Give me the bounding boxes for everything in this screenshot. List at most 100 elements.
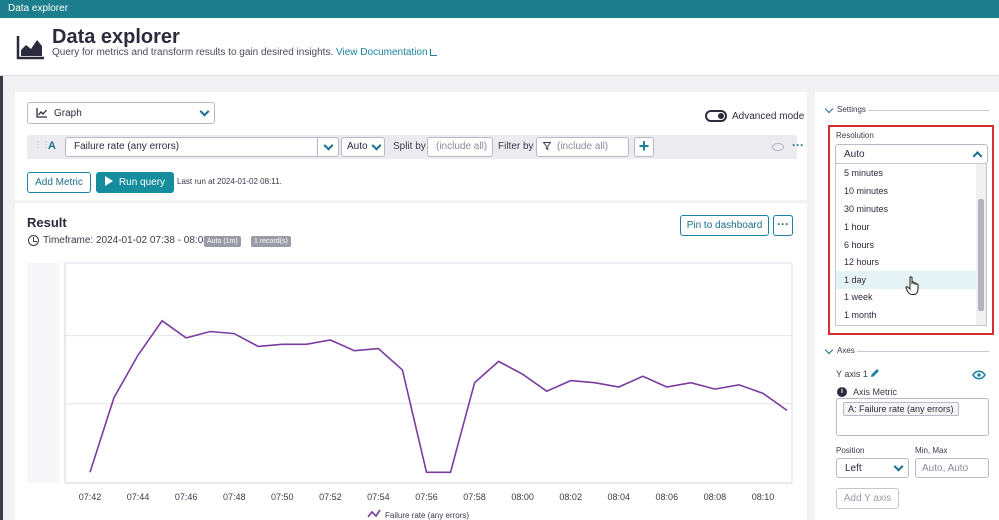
subtitle-text: Query for metrics and transform results … (52, 47, 334, 58)
x-tick-label: 07:42 (79, 492, 102, 502)
result-more-button[interactable]: ··· (773, 215, 793, 236)
scrollbar-thumb[interactable] (978, 199, 984, 311)
aggregation-select[interactable]: Auto (341, 137, 385, 157)
view-documentation-link[interactable]: View Documentation (336, 47, 438, 58)
pin-to-dashboard-label: Pin to dashboard (686, 220, 763, 231)
resolution-option[interactable]: 5 minutes (836, 164, 978, 182)
resolution-option-highlighted[interactable]: 1 day (836, 271, 978, 289)
records-badge: 1 record(s) (251, 236, 291, 247)
resolution-option[interactable]: 1 week (836, 288, 978, 306)
resolution-option[interactable]: 1 month (836, 306, 978, 324)
x-tick-label: 08:08 (704, 492, 727, 502)
play-icon (104, 176, 113, 186)
advanced-mode-toggle[interactable] (705, 110, 727, 122)
x-tick-label: 07:58 (463, 492, 486, 502)
line-chart-svg: 07:42 07:44 07:46 07:48 07:50 07:52 07:54 07:56… (27, 262, 793, 520)
add-filter-button[interactable]: + (634, 137, 654, 157)
run-query-label: Run query (118, 177, 166, 188)
legend-label: Failure rate (any errors) (385, 511, 469, 520)
filter-by-placeholder: (include all) (557, 141, 609, 152)
pin-to-dashboard-button[interactable]: Pin to dashboard (680, 215, 769, 236)
resolution-dropdown-list: 5 minutes 10 minutes 30 minutes 1 hour 6… (835, 163, 987, 326)
axes-divider (857, 351, 989, 352)
x-tick-label: 08:10 (752, 492, 775, 502)
filter-by-label: Filter by (498, 141, 534, 152)
split-by-input[interactable]: (include all) (427, 137, 493, 157)
query-panel: Graph Advanced mode ⋮⋮ A Failure rate (a… (15, 92, 807, 200)
x-tick-label: 07:46 (175, 492, 198, 502)
dropdown-scrollbar[interactable] (976, 164, 986, 325)
add-metric-button[interactable]: Add Metric (27, 172, 91, 193)
last-run-text: Last run at 2024-01-02 08:11. (177, 177, 282, 186)
resolution-option[interactable]: 12 hours (836, 253, 978, 271)
data-explorer-chart-icon (16, 36, 44, 60)
resolution-option[interactable]: 6 hours (836, 236, 978, 254)
resolution-label: Resolution (836, 131, 874, 140)
timeframe-text: Timeframe: 2024-01-02 07:38 - 08:08 (43, 235, 209, 246)
page-header: Data explorer Query for metrics and tran… (0, 18, 999, 76)
axis-metric-chip: A: Failure rate (any errors) (843, 402, 959, 416)
settings-panel: Settings Resolution Auto 5 minutes 10 mi… (815, 92, 999, 520)
drag-handle-icon[interactable]: ⋮⋮ (34, 140, 50, 149)
page-title: Data explorer (52, 26, 180, 48)
x-tick-label: 07:52 (319, 492, 342, 502)
clock-icon (28, 235, 39, 246)
chevron-down-icon[interactable] (824, 345, 834, 355)
resolution-option[interactable]: 30 minutes (836, 200, 978, 218)
position-label: Position (836, 446, 865, 455)
query-row: ⋮⋮ A Failure rate (any errors) Auto Spli… (27, 135, 804, 159)
resolution-value: Auto (844, 149, 865, 160)
pencil-icon[interactable] (870, 368, 880, 378)
eye-icon[interactable] (972, 370, 986, 380)
position-select[interactable]: Left (836, 458, 909, 478)
chevron-down-icon (893, 461, 904, 472)
eye-icon[interactable] (772, 143, 784, 151)
visualization-type-value: Graph (54, 108, 82, 119)
settings-divider (869, 110, 989, 111)
line-chart-icon (36, 108, 47, 118)
line-chart: 07:42 07:44 07:46 07:48 07:50 07:52 07:54 07:56… (15, 251, 807, 520)
min-max-placeholder: Auto, Auto (922, 463, 969, 474)
more-options-icon[interactable]: ··· (792, 138, 804, 152)
add-y-axis-label: Add Y axis (843, 493, 892, 504)
resolution-select[interactable]: Auto (835, 144, 988, 164)
filter-by-input[interactable]: (include all) (536, 137, 629, 157)
chevron-down-icon (371, 140, 382, 151)
chevron-down-icon (199, 106, 210, 117)
chevron-down-icon[interactable] (824, 104, 834, 114)
axes-section-label: Axes (837, 346, 855, 355)
split-by-label: Split by (393, 141, 426, 152)
x-tick-label: 07:50 (271, 492, 294, 502)
settings-section-label: Settings (837, 105, 866, 114)
resolution-option[interactable]: 10 minutes (836, 182, 978, 200)
resolution-option-label: 1 day (844, 275, 867, 285)
resolution-option-label: 12 hours (844, 257, 880, 267)
page-subtitle: Query for metrics and transform results … (52, 47, 438, 58)
resolution-highlight-box (828, 125, 994, 335)
result-panel: Result Timeframe: 2024-01-02 07:38 - 08:… (15, 203, 807, 520)
filter-icon (542, 142, 552, 151)
x-tick-label: 08:02 (559, 492, 582, 502)
resolution-option-label: 1 week (844, 292, 873, 302)
view-documentation-label: View Documentation (336, 47, 428, 58)
x-tick-label: 08:04 (607, 492, 630, 502)
legend-swatch (367, 509, 381, 518)
x-tick-label: 08:00 (511, 492, 534, 502)
external-link-icon (430, 49, 438, 56)
min-max-input[interactable]: Auto, Auto (915, 458, 989, 478)
resolution-option[interactable]: 1 hour (836, 218, 978, 236)
visualization-type-select[interactable]: Graph (27, 102, 215, 124)
hand-pointer-icon (905, 276, 919, 295)
metric-value: Failure rate (any errors) (74, 141, 180, 152)
metric-selector[interactable]: Failure rate (any errors) (65, 137, 339, 157)
axis-metric-box[interactable]: A: Failure rate (any errors) (836, 398, 989, 436)
run-query-button[interactable]: Run query (96, 172, 174, 193)
chevron-up-icon (972, 151, 983, 162)
x-tick-label: 08:06 (656, 492, 679, 502)
y-axis-label: Y axis 1 (836, 369, 868, 379)
resolution-option-label: 1 hour (844, 222, 870, 232)
resolution-option-label: 5 minutes (844, 168, 884, 178)
split-by-placeholder: (include all) (436, 141, 488, 152)
add-y-axis-button[interactable]: Add Y axis (836, 488, 899, 509)
x-tick-label: 07:44 (127, 492, 150, 502)
